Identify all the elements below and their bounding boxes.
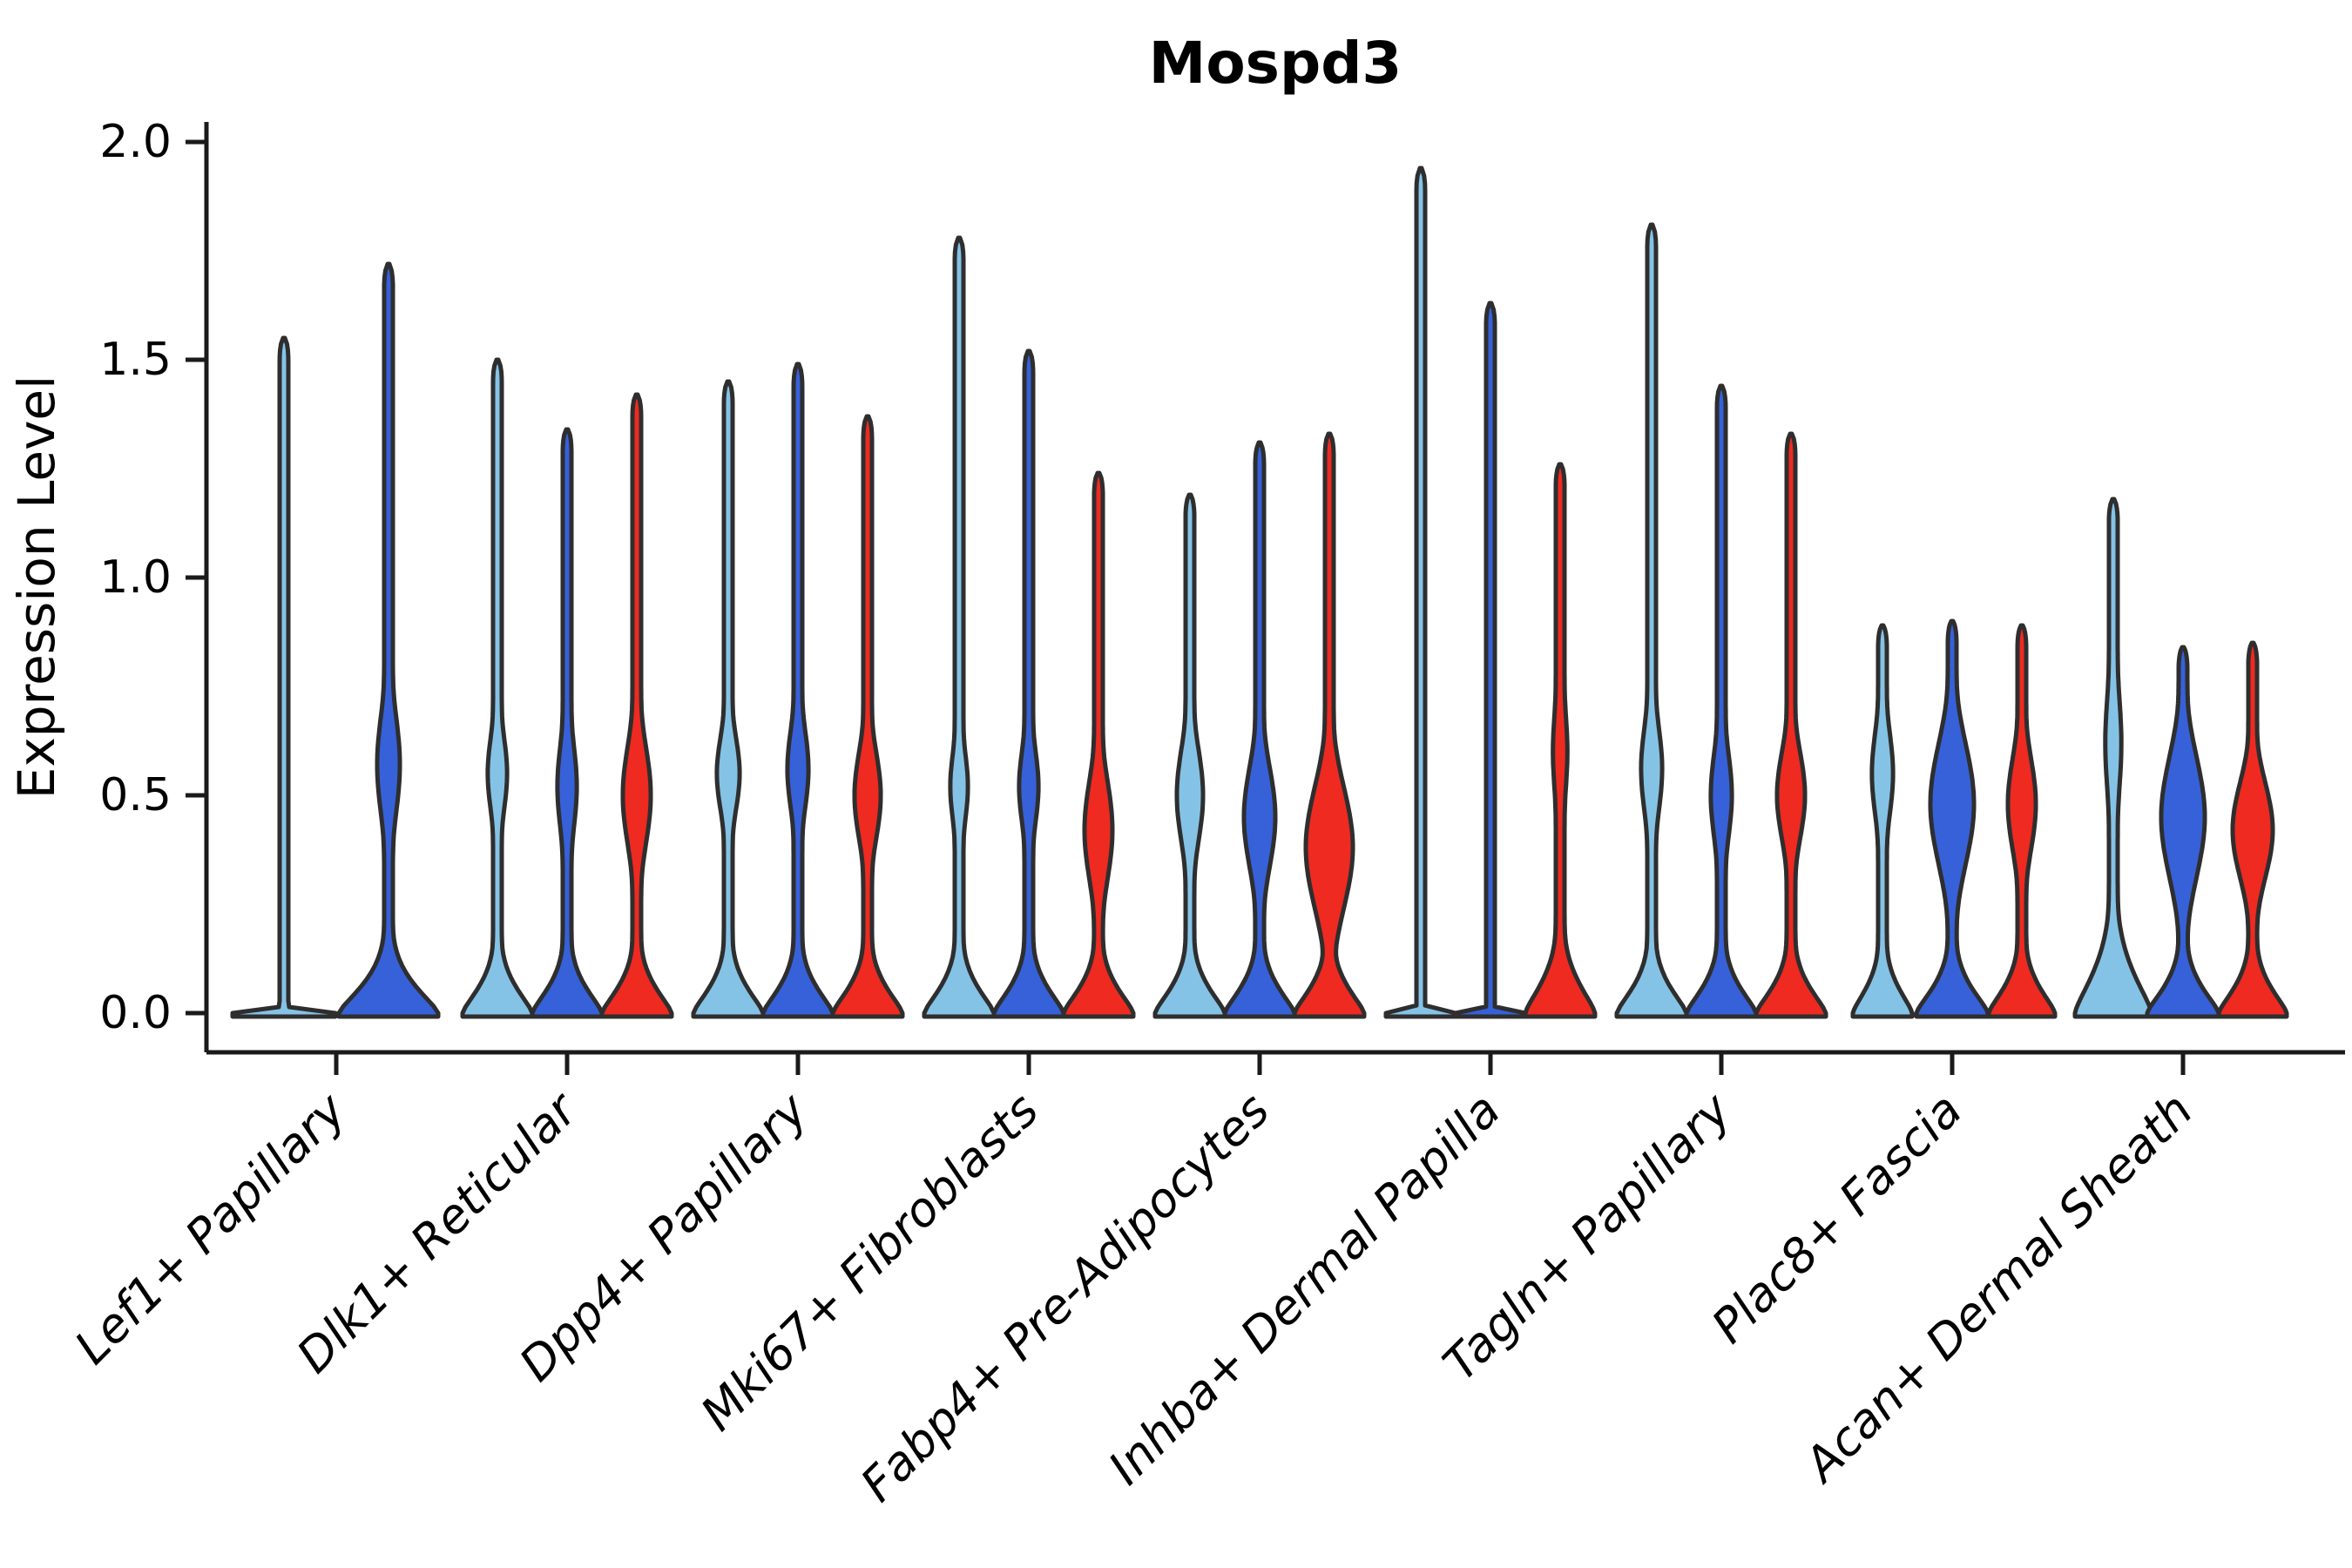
- violin-3-dark_blue: [760, 362, 835, 1019]
- violin-8-red: [1986, 623, 2058, 1019]
- y-tick-label: 0.5: [99, 769, 172, 821]
- violin-5-light_blue: [1152, 492, 1227, 1019]
- violins-layer: [230, 166, 2289, 1019]
- violin-2-red: [599, 392, 674, 1019]
- x-tick-label: Plac8+ Fascia: [1701, 1083, 1972, 1354]
- violin-1-dark_blue: [336, 261, 441, 1019]
- violin-4-red: [1061, 470, 1136, 1019]
- violin-8-light_blue: [1850, 623, 1915, 1019]
- violin-9-dark_blue: [2145, 645, 2221, 1019]
- y-axis-label: Expression Level: [7, 375, 66, 799]
- violin-3-light_blue: [691, 379, 766, 1019]
- violin-4-light_blue: [922, 235, 997, 1019]
- violin-5-red: [1292, 431, 1367, 1019]
- violin-4-dark_blue: [991, 348, 1066, 1019]
- y-tick-label: 0.0: [99, 987, 172, 1039]
- y-tick-label: 1.0: [99, 551, 172, 604]
- violin-7-light_blue: [1614, 222, 1689, 1019]
- violin-9-light_blue: [2072, 497, 2154, 1019]
- violin-1-light_blue: [230, 335, 338, 1019]
- violin-5-dark_blue: [1222, 440, 1297, 1019]
- y-tick-label: 2.0: [99, 116, 172, 168]
- violin-6-dark_blue: [1453, 301, 1528, 1019]
- axes: [186, 122, 2345, 1075]
- x-tick-label: Fabp4+ Pre-Adipocytes: [850, 1083, 1280, 1512]
- x-tick-label: Inhba+ Dermal Papilla: [1098, 1083, 1511, 1496]
- violin-9-red: [2216, 640, 2289, 1019]
- violin-6-light_blue: [1383, 166, 1458, 1019]
- chart-title: Mospd3: [1149, 30, 1402, 97]
- violin-3-red: [830, 414, 905, 1019]
- violin-6-red: [1523, 462, 1598, 1019]
- violin-7-dark_blue: [1684, 383, 1759, 1019]
- violin-7-red: [1754, 431, 1828, 1019]
- violin-2-light_blue: [460, 357, 535, 1019]
- violin-8-dark_blue: [1914, 618, 1990, 1019]
- violin-2-dark_blue: [530, 427, 605, 1019]
- y-tick-label: 1.5: [99, 334, 172, 386]
- x-tick-label: Acan+ Dermal Sheath: [1792, 1083, 2203, 1494]
